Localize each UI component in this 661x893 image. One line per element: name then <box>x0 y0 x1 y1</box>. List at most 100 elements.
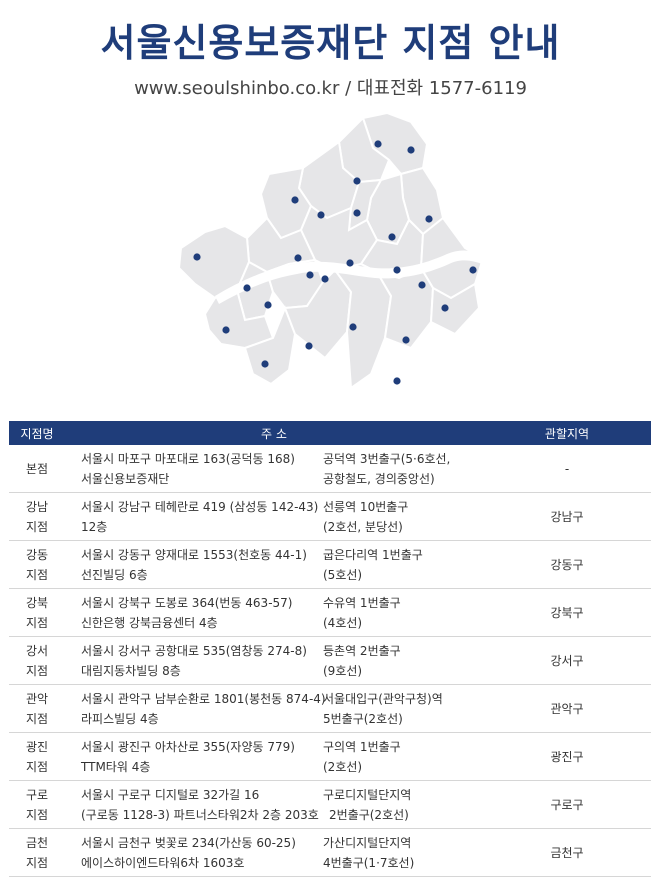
station-line2: 2번출구(2호선) <box>329 807 409 822</box>
location-dot-icon <box>353 177 361 185</box>
table-row: 강북 지점 서울시 강북구 도봉로 364(번동 463-57) 신한은행 강북금융센… <box>9 588 651 637</box>
header-address: 주 소 <box>65 421 483 445</box>
address-line2: (구로동 1128-3) 파트너스타워2차 2층 203호 <box>81 807 319 822</box>
header-branch-name: 지점명 <box>9 421 65 445</box>
station-line2: (5호선) <box>323 567 363 582</box>
jurisdiction-cell: 금천구 <box>483 828 651 877</box>
address-cell: 서울시 강동구 양재대로 1553(천호동 44-1) 선진빌딩 6층 <box>65 540 323 589</box>
address-line1: 서울시 강서구 공항대로 535(염창동 274-8) <box>81 643 307 658</box>
station-line1: 구의역 1번출구 <box>323 739 401 754</box>
table-row: 구로 지점 서울시 구로구 디지털로 32가길 16 (구로동 1128-3) 파트너… <box>9 780 651 829</box>
jurisdiction-cell: - <box>483 445 651 493</box>
location-dot-icon <box>388 233 396 241</box>
address-line1: 서울시 강북구 도봉로 364(번동 463-57) <box>81 595 293 610</box>
branch-name-cell: 구로 지점 <box>9 780 65 829</box>
station-line2: (4호선) <box>323 615 363 630</box>
address-line1: 서울시 금천구 벚꽃로 234(가산동 60-25) <box>81 835 296 850</box>
branch-name-line2: 지점 <box>25 615 49 630</box>
station-cell: 구로디지털단지역 2번출구(2호선) <box>323 780 483 829</box>
address-line2: 신한은행 강북금융센터 4층 <box>81 615 218 630</box>
jurisdiction-cell: 관악구 <box>483 684 651 733</box>
district-shapes <box>177 111 485 390</box>
jurisdiction-cell: 광진구 <box>483 732 651 781</box>
location-dot-icon <box>294 254 302 262</box>
station-line1: 굽은다리역 1번출구 <box>323 547 423 562</box>
address-line1: 서울시 관악구 남부순환로 1801(봉천동 874-4) <box>81 691 326 706</box>
station-line2: 5번출구(2호선) <box>323 711 403 726</box>
branch-name-line2: 지점 <box>25 711 49 726</box>
address-cell: 서울시 광진구 아차산로 355(자양동 779) TTM타워 4층 <box>65 732 323 781</box>
station-line1: 등촌역 2번출구 <box>323 643 401 658</box>
jurisdiction-cell: 강동구 <box>483 540 651 589</box>
location-dot-icon <box>261 360 269 368</box>
address-line1: 서울시 강남구 테헤란로 419 (삼성동 142-43) <box>81 499 319 514</box>
branch-name-line1: 본점 <box>25 461 49 476</box>
district-geumcheon <box>243 305 297 386</box>
branch-name-cell: 강남 지점 <box>9 492 65 541</box>
location-dot-icon <box>425 215 433 223</box>
address-cell: 서울시 강북구 도봉로 364(번동 463-57) 신한은행 강북금융센터 4층 <box>65 588 323 637</box>
branch-name-line1: 구로 <box>25 787 49 802</box>
address-line2: 대림지동차빌딩 8층 <box>81 663 181 678</box>
table-header-row: 지점명 주 소 관할지역 <box>9 421 651 445</box>
branch-name-line1: 금천 <box>25 835 49 850</box>
address-line2: 라피스빌딩 4층 <box>81 711 159 726</box>
page-subtitle: www.seoulshinbo.co.kr / 대표전화 1577-6119 <box>134 78 527 99</box>
location-dot-icon <box>346 259 354 267</box>
station-line2: (2호선, 분당선) <box>323 519 403 534</box>
address-line2: 서울신용보증재단 <box>81 471 170 486</box>
location-dot-icon <box>306 271 314 279</box>
location-dot-icon <box>264 301 272 309</box>
location-dot-icon <box>321 275 329 283</box>
location-dot-icon <box>291 196 299 204</box>
address-line2: 선진빌딩 6층 <box>81 567 148 582</box>
station-line1: 구로디지털단지역 <box>323 787 412 802</box>
table-row: 관악 지점 서울시 관악구 남부순환로 1801(봉천동 874-4) 라피스빌딩 4… <box>9 684 651 733</box>
address-cell: 서울시 구로구 디지털로 32가길 16 (구로동 1128-3) 파트너스타워2… <box>65 780 323 829</box>
station-cell: 서울대입구(관악구청)역 5번출구(2호선) <box>323 684 483 733</box>
station-line2: (9호선) <box>323 663 363 678</box>
branch-table: 지점명 주 소 관할지역 본점 서울시 마포구 마포대로 163(공덕동 168)… <box>9 421 651 877</box>
location-dot-icon <box>407 146 415 154</box>
branch-name-cell: 강서 지점 <box>9 636 65 685</box>
address-line2: 에이스하이엔드타워6차 1603호 <box>81 855 245 870</box>
branch-markers <box>193 140 477 385</box>
station-cell: 구의역 1번출구 (2호선) <box>323 732 483 781</box>
address-line2: 12층 <box>81 519 108 534</box>
branch-name-line2: 지점 <box>25 759 49 774</box>
han-river <box>215 250 489 304</box>
location-dot-icon <box>418 281 426 289</box>
station-line1: 공덕역 3번출구(5·6호선, <box>323 451 451 466</box>
jurisdiction-cell: 강남구 <box>483 492 651 541</box>
seoul-map-svg <box>177 111 489 390</box>
branch-name-line1: 강동 <box>25 547 49 562</box>
branch-name-line1: 광진 <box>25 739 49 754</box>
branch-name-line1: 강서 <box>25 643 49 658</box>
location-dot-icon <box>353 209 361 217</box>
address-line1: 서울시 광진구 아차산로 355(자양동 779) <box>81 739 295 754</box>
station-line1: 수유역 1번출구 <box>323 595 401 610</box>
branch-name-line2: 지점 <box>25 855 49 870</box>
address-cell: 서울시 금천구 벚꽃로 234(가산동 60-25) 에이스하이엔드타워6차 16… <box>65 828 323 877</box>
location-dot-icon <box>243 284 251 292</box>
header-area: 관할지역 <box>483 421 651 445</box>
jurisdiction-cell: 구로구 <box>483 780 651 829</box>
station-cell: 굽은다리역 1번출구 (5호선) <box>323 540 483 589</box>
station-line1: 가산디지털단지역 <box>323 835 412 850</box>
jurisdiction-cell: 강서구 <box>483 636 651 685</box>
seoul-district-map <box>175 108 505 398</box>
location-dot-icon <box>222 326 230 334</box>
station-line1: 선릉역 10번출구 <box>323 499 409 514</box>
address-cell: 서울시 강남구 테헤란로 419 (삼성동 142-43) 12층 <box>65 492 323 541</box>
location-dot-icon <box>393 377 401 385</box>
address-line1: 서울시 마포구 마포대로 163(공덕동 168) <box>81 451 295 466</box>
branch-name-cell: 강동 지점 <box>9 540 65 589</box>
location-dot-icon <box>317 211 325 219</box>
location-dot-icon <box>402 336 410 344</box>
district-songpa <box>429 282 481 336</box>
location-dot-icon <box>193 253 201 261</box>
station-cell: 등촌역 2번출구 (9호선) <box>323 636 483 685</box>
branch-name-cell: 강북 지점 <box>9 588 65 637</box>
address-line2: TTM타워 4층 <box>81 759 151 774</box>
